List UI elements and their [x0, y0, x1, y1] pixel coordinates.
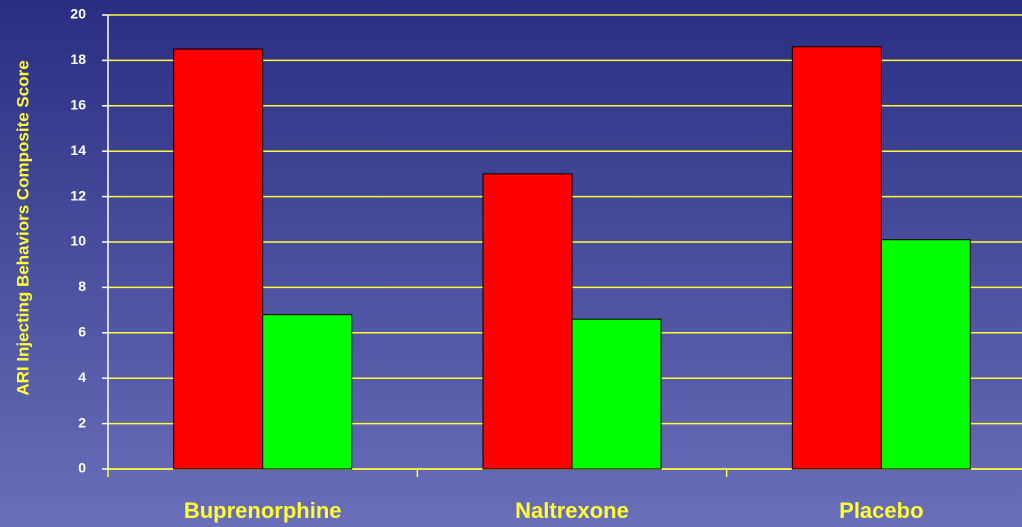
y-tick-label: 12: [70, 187, 86, 203]
x-tick-label: Naltrexone: [515, 498, 629, 523]
x-tick-label: Placebo: [839, 498, 923, 523]
y-tick-label: 14: [70, 142, 86, 158]
y-tick-label: 8: [78, 278, 86, 294]
bar: [262, 314, 353, 470]
bar: [482, 173, 573, 470]
y-tick-label: 18: [70, 51, 86, 67]
x-tick-label: Buprenorphine: [184, 498, 342, 523]
bar: [571, 318, 662, 470]
y-tick-label: 10: [70, 233, 86, 249]
y-axis-label: ARI Injecting Behaviors Composite Score: [13, 60, 32, 395]
y-tick-label: 2: [78, 414, 86, 430]
y-tick-label: 6: [78, 324, 86, 340]
y-tick-label: 0: [78, 460, 86, 476]
y-tick-label: 16: [70, 97, 86, 113]
bar: [173, 48, 264, 470]
y-tick-label: 20: [70, 6, 86, 22]
bar: [880, 239, 971, 470]
bar: [791, 46, 882, 470]
y-tick-label: 4: [78, 369, 86, 385]
